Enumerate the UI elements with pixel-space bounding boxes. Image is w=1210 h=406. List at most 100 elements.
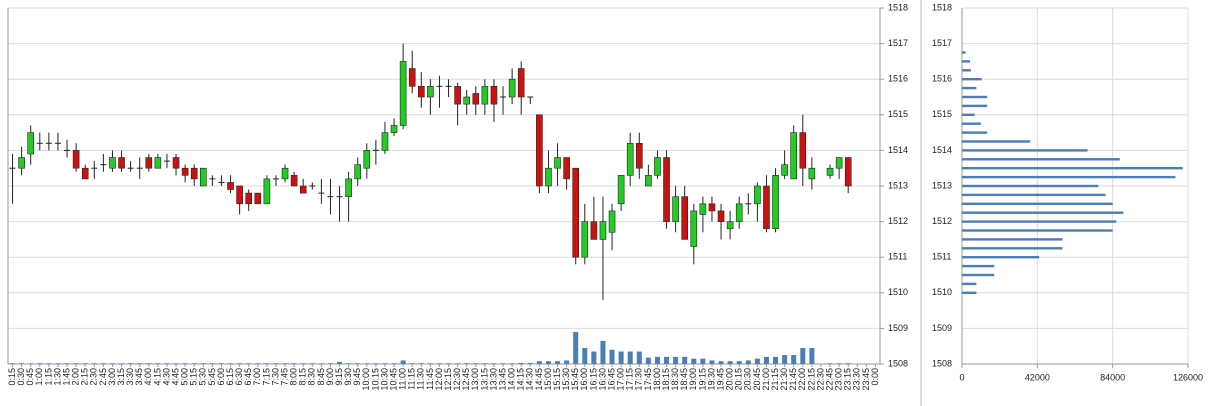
candle-body [536, 114, 543, 187]
candle-body [799, 132, 807, 169]
candle-body [100, 164, 107, 166]
x-tick-label: 0:45 [25, 368, 35, 386]
x-tick-label: 18:45 [679, 368, 689, 391]
volume-bar [582, 347, 588, 364]
volume-bar [128, 363, 134, 364]
volume-bar [237, 363, 243, 364]
volume-bar [309, 363, 315, 364]
x-tick-label: 6:15 [225, 368, 235, 386]
candle-body [517, 68, 525, 98]
x-tick-label: 10:00 [361, 368, 371, 391]
candle-body [399, 61, 407, 126]
x-tick-label: 17:45 [643, 368, 653, 391]
x-tick-label: 42000 [1025, 372, 1050, 382]
volume-bar [282, 363, 288, 364]
volume-bar [337, 361, 343, 364]
volume-bar [373, 363, 379, 364]
x-tick-label: 21:45 [788, 368, 798, 391]
candle-body [654, 157, 661, 176]
candle-body [354, 164, 362, 180]
candle-body [717, 210, 725, 222]
candle-body [299, 185, 307, 194]
candle-body [681, 196, 689, 240]
y-tick-label: 1510 [932, 287, 952, 297]
y-tick-label: 1510 [888, 287, 908, 297]
profile-bar [962, 78, 982, 81]
candle-body [381, 132, 389, 151]
volume-bar [164, 363, 170, 364]
candle-body [163, 160, 170, 162]
y-tick-label: 1516 [888, 74, 908, 84]
x-tick-label: 10:30 [379, 368, 389, 391]
candle-body [318, 192, 325, 194]
x-tick-label: 9:15 [334, 368, 344, 386]
volume-bar [327, 363, 333, 364]
x-tick-label: 14:00 [507, 368, 517, 391]
x-tick-label: 10:15 [370, 368, 380, 391]
volume-bar [627, 351, 633, 364]
volume-bar [664, 356, 670, 364]
x-tick-label: 5:15 [189, 368, 199, 386]
volume-bar [109, 363, 115, 364]
x-tick-label: 7:30 [270, 368, 280, 386]
profile-bar [962, 264, 995, 268]
x-tick-label: 19:15 [697, 368, 707, 391]
profile-bar [962, 220, 1117, 223]
x-tick-label: 5:45 [207, 368, 217, 386]
volume-bar [246, 363, 252, 364]
candle-body [617, 175, 625, 205]
x-tick-label: 8:15 [298, 368, 308, 386]
candle-body [64, 149, 71, 151]
candle-body [190, 167, 198, 180]
volume-bar [618, 351, 624, 364]
y-tick-label: 1512 [932, 216, 952, 226]
x-tick-label: 22:15 [806, 368, 816, 391]
x-tick-label: 4:45 [170, 368, 180, 386]
candle-body [527, 96, 534, 98]
candle-body [199, 167, 207, 187]
volume-bar [146, 363, 152, 364]
profile-bar [962, 273, 995, 277]
volume-bar [682, 356, 688, 364]
candle-body [127, 167, 134, 169]
x-tick-label: 0:30 [16, 368, 26, 386]
candle-body [218, 181, 225, 183]
x-tick-label: 16:15 [588, 368, 598, 391]
profile-bar [962, 282, 977, 286]
x-tick-label: 4:00 [143, 368, 153, 386]
candle-body [844, 157, 852, 187]
volume-bar [100, 363, 106, 364]
volume-bar [218, 363, 224, 364]
candle-body [635, 142, 643, 169]
x-tick-label: 11:00 [398, 368, 408, 390]
volume-bar [536, 361, 542, 364]
x-tick-label: 4:15 [152, 368, 162, 386]
candle-body [826, 167, 834, 176]
candle-body [372, 149, 379, 151]
candle-body [554, 157, 561, 169]
x-tick-label: 15:00 [543, 368, 553, 391]
profile-bar [962, 140, 1031, 143]
volume-bar [346, 363, 352, 364]
volume-bar [464, 363, 470, 364]
volume-bar [355, 363, 361, 364]
candle-body [645, 175, 652, 187]
x-tick-label: 16:00 [579, 368, 589, 391]
x-tick-label: 84000 [1100, 372, 1125, 382]
x-tick-label: 2:00 [71, 368, 81, 386]
x-tick-label: 13:00 [470, 368, 480, 391]
x-tick-label: 23:45 [861, 368, 871, 391]
x-tick-label: 7:00 [252, 368, 262, 386]
profile-bar [962, 122, 981, 125]
volume-bar [736, 361, 742, 364]
x-tick-label: 8:45 [316, 368, 326, 386]
candle-body [754, 185, 761, 205]
volume-bar [609, 349, 615, 364]
y-tick-label: 1518 [888, 2, 908, 12]
volume-bar [845, 363, 851, 364]
x-tick-label: 20:15 [734, 368, 744, 391]
candle-body [672, 196, 679, 222]
profile-bar [962, 229, 1113, 232]
x-tick-label: 23:00 [834, 368, 844, 391]
